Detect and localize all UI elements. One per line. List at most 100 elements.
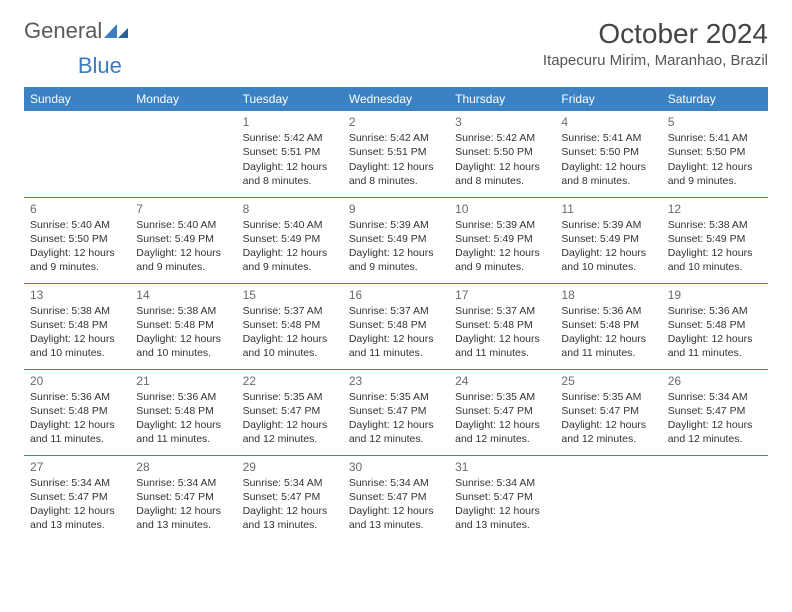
daylight-line: Daylight: 12 hours and 9 minutes. <box>243 246 337 274</box>
sunrise-line: Sunrise: 5:37 AM <box>349 304 443 318</box>
sunrise-line: Sunrise: 5:37 AM <box>455 304 549 318</box>
calendar-day: 11Sunrise: 5:39 AMSunset: 5:49 PMDayligh… <box>555 197 661 283</box>
day-number: 1 <box>243 114 337 130</box>
daylight-line: Daylight: 12 hours and 11 minutes. <box>30 418 124 446</box>
sunrise-line: Sunrise: 5:40 AM <box>243 218 337 232</box>
brand-sail-icon <box>104 22 130 40</box>
calendar-day: 25Sunrise: 5:35 AMSunset: 5:47 PMDayligh… <box>555 369 661 455</box>
sunrise-line: Sunrise: 5:42 AM <box>455 131 549 145</box>
daylight-line: Daylight: 12 hours and 10 minutes. <box>561 246 655 274</box>
calendar-day: 5Sunrise: 5:41 AMSunset: 5:50 PMDaylight… <box>662 111 768 197</box>
day-number: 12 <box>668 201 762 217</box>
sunrise-line: Sunrise: 5:35 AM <box>455 390 549 404</box>
day-header: Thursday <box>449 87 555 111</box>
day-number: 7 <box>136 201 230 217</box>
calendar-day: 18Sunrise: 5:36 AMSunset: 5:48 PMDayligh… <box>555 283 661 369</box>
sunrise-line: Sunrise: 5:36 AM <box>136 390 230 404</box>
day-header-row: SundayMondayTuesdayWednesdayThursdayFrid… <box>24 87 768 111</box>
sunset-line: Sunset: 5:47 PM <box>561 404 655 418</box>
day-number: 15 <box>243 287 337 303</box>
daylight-line: Daylight: 12 hours and 10 minutes. <box>668 246 762 274</box>
day-number: 18 <box>561 287 655 303</box>
day-number: 8 <box>243 201 337 217</box>
month-title: October 2024 <box>543 18 768 50</box>
sunset-line: Sunset: 5:48 PM <box>136 318 230 332</box>
daylight-line: Daylight: 12 hours and 9 minutes. <box>668 160 762 188</box>
day-number: 21 <box>136 373 230 389</box>
day-number: 5 <box>668 114 762 130</box>
sunrise-line: Sunrise: 5:34 AM <box>668 390 762 404</box>
sunset-line: Sunset: 5:49 PM <box>561 232 655 246</box>
daylight-line: Daylight: 12 hours and 10 minutes. <box>136 332 230 360</box>
day-number: 9 <box>349 201 443 217</box>
daylight-line: Daylight: 12 hours and 12 minutes. <box>455 418 549 446</box>
calendar-empty <box>130 111 236 197</box>
calendar-day: 1Sunrise: 5:42 AMSunset: 5:51 PMDaylight… <box>237 111 343 197</box>
calendar-week: 13Sunrise: 5:38 AMSunset: 5:48 PMDayligh… <box>24 283 768 369</box>
sunset-line: Sunset: 5:47 PM <box>349 490 443 504</box>
calendar-week: 27Sunrise: 5:34 AMSunset: 5:47 PMDayligh… <box>24 455 768 541</box>
day-number: 4 <box>561 114 655 130</box>
daylight-line: Daylight: 12 hours and 13 minutes. <box>30 504 124 532</box>
day-number: 29 <box>243 459 337 475</box>
sunset-line: Sunset: 5:47 PM <box>455 404 549 418</box>
day-header: Wednesday <box>343 87 449 111</box>
brand-logo: General <box>24 18 130 44</box>
sunrise-line: Sunrise: 5:38 AM <box>668 218 762 232</box>
sunrise-line: Sunrise: 5:35 AM <box>561 390 655 404</box>
calendar-day: 13Sunrise: 5:38 AMSunset: 5:48 PMDayligh… <box>24 283 130 369</box>
calendar-day: 17Sunrise: 5:37 AMSunset: 5:48 PMDayligh… <box>449 283 555 369</box>
calendar-week: 6Sunrise: 5:40 AMSunset: 5:50 PMDaylight… <box>24 197 768 283</box>
calendar-day: 16Sunrise: 5:37 AMSunset: 5:48 PMDayligh… <box>343 283 449 369</box>
sunrise-line: Sunrise: 5:39 AM <box>561 218 655 232</box>
sunrise-line: Sunrise: 5:39 AM <box>349 218 443 232</box>
day-number: 24 <box>455 373 549 389</box>
daylight-line: Daylight: 12 hours and 9 minutes. <box>349 246 443 274</box>
calendar-page: General October 2024 Itapecuru Mirim, Ma… <box>0 0 792 559</box>
sunset-line: Sunset: 5:48 PM <box>668 318 762 332</box>
sunrise-line: Sunrise: 5:38 AM <box>30 304 124 318</box>
daylight-line: Daylight: 12 hours and 13 minutes. <box>136 504 230 532</box>
sunset-line: Sunset: 5:47 PM <box>349 404 443 418</box>
sunset-line: Sunset: 5:51 PM <box>349 145 443 159</box>
daylight-line: Daylight: 12 hours and 10 minutes. <box>30 332 124 360</box>
sunrise-line: Sunrise: 5:34 AM <box>349 476 443 490</box>
calendar-empty <box>24 111 130 197</box>
brand-part1: General <box>24 18 102 44</box>
sunrise-line: Sunrise: 5:34 AM <box>136 476 230 490</box>
day-header: Friday <box>555 87 661 111</box>
sunset-line: Sunset: 5:48 PM <box>243 318 337 332</box>
daylight-line: Daylight: 12 hours and 9 minutes. <box>30 246 124 274</box>
sunrise-line: Sunrise: 5:42 AM <box>349 131 443 145</box>
sunset-line: Sunset: 5:50 PM <box>668 145 762 159</box>
day-number: 13 <box>30 287 124 303</box>
calendar-empty <box>662 455 768 541</box>
sunset-line: Sunset: 5:47 PM <box>30 490 124 504</box>
calendar-day: 6Sunrise: 5:40 AMSunset: 5:50 PMDaylight… <box>24 197 130 283</box>
calendar-day: 12Sunrise: 5:38 AMSunset: 5:49 PMDayligh… <box>662 197 768 283</box>
sunrise-line: Sunrise: 5:41 AM <box>561 131 655 145</box>
day-number: 30 <box>349 459 443 475</box>
sunset-line: Sunset: 5:49 PM <box>349 232 443 246</box>
calendar-day: 31Sunrise: 5:34 AMSunset: 5:47 PMDayligh… <box>449 455 555 541</box>
daylight-line: Daylight: 12 hours and 13 minutes. <box>243 504 337 532</box>
daylight-line: Daylight: 12 hours and 11 minutes. <box>561 332 655 360</box>
day-header: Monday <box>130 87 236 111</box>
sunset-line: Sunset: 5:50 PM <box>455 145 549 159</box>
day-number: 10 <box>455 201 549 217</box>
calendar-day: 3Sunrise: 5:42 AMSunset: 5:50 PMDaylight… <box>449 111 555 197</box>
day-number: 17 <box>455 287 549 303</box>
sunrise-line: Sunrise: 5:35 AM <box>349 390 443 404</box>
day-number: 23 <box>349 373 443 389</box>
day-number: 26 <box>668 373 762 389</box>
calendar-week: 1Sunrise: 5:42 AMSunset: 5:51 PMDaylight… <box>24 111 768 197</box>
sunset-line: Sunset: 5:47 PM <box>668 404 762 418</box>
day-number: 22 <box>243 373 337 389</box>
calendar-day: 30Sunrise: 5:34 AMSunset: 5:47 PMDayligh… <box>343 455 449 541</box>
calendar-day: 7Sunrise: 5:40 AMSunset: 5:49 PMDaylight… <box>130 197 236 283</box>
calendar-day: 10Sunrise: 5:39 AMSunset: 5:49 PMDayligh… <box>449 197 555 283</box>
daylight-line: Daylight: 12 hours and 10 minutes. <box>243 332 337 360</box>
day-header: Tuesday <box>237 87 343 111</box>
calendar-day: 8Sunrise: 5:40 AMSunset: 5:49 PMDaylight… <box>237 197 343 283</box>
daylight-line: Daylight: 12 hours and 8 minutes. <box>561 160 655 188</box>
